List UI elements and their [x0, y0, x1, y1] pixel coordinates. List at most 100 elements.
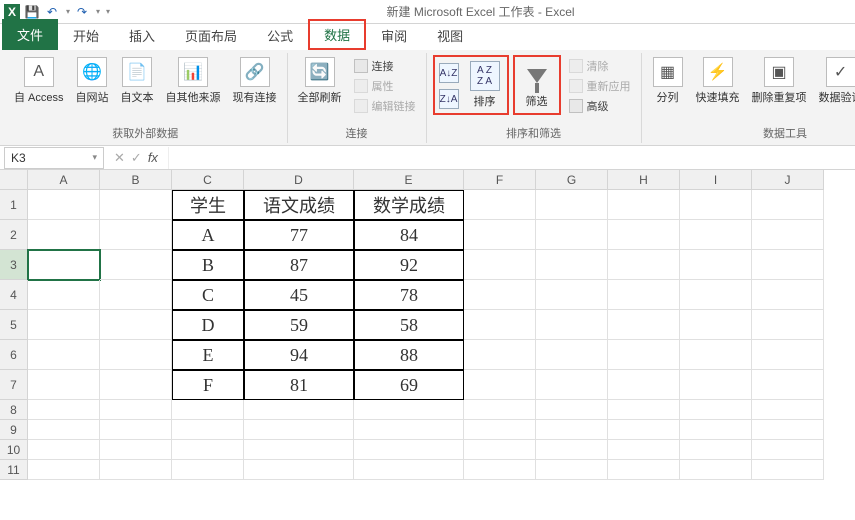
row-header-4[interactable]: 4: [0, 280, 28, 310]
cell-G7[interactable]: [536, 370, 608, 400]
cell-F5[interactable]: [464, 310, 536, 340]
cell-H3[interactable]: [608, 250, 680, 280]
cell-J11[interactable]: [752, 460, 824, 480]
cell-I4[interactable]: [680, 280, 752, 310]
cell-C11[interactable]: [172, 460, 244, 480]
text-to-columns-button[interactable]: ▦ 分列: [648, 55, 688, 107]
cell-E6[interactable]: 88: [354, 340, 464, 370]
row-header-11[interactable]: 11: [0, 460, 28, 480]
column-header-G[interactable]: G: [536, 170, 608, 190]
cell-B11[interactable]: [100, 460, 172, 480]
cell-B4[interactable]: [100, 280, 172, 310]
column-header-D[interactable]: D: [244, 170, 354, 190]
flash-fill-button[interactable]: ⚡ 快速填充: [692, 55, 744, 107]
cell-I10[interactable]: [680, 440, 752, 460]
cell-H7[interactable]: [608, 370, 680, 400]
cell-A7[interactable]: [28, 370, 100, 400]
tab-insert[interactable]: 插入: [114, 21, 170, 50]
cell-J9[interactable]: [752, 420, 824, 440]
cancel-formula-button[interactable]: ✕: [114, 150, 125, 166]
cell-I9[interactable]: [680, 420, 752, 440]
column-header-F[interactable]: F: [464, 170, 536, 190]
cell-J7[interactable]: [752, 370, 824, 400]
from-access-button[interactable]: A 自 Access: [10, 55, 68, 107]
cell-J4[interactable]: [752, 280, 824, 310]
cell-J1[interactable]: [752, 190, 824, 220]
cell-I6[interactable]: [680, 340, 752, 370]
row-header-5[interactable]: 5: [0, 310, 28, 340]
sort-button[interactable]: A ZZ A 排序: [465, 59, 505, 111]
column-header-E[interactable]: E: [354, 170, 464, 190]
cell-G2[interactable]: [536, 220, 608, 250]
cell-G10[interactable]: [536, 440, 608, 460]
tab-file[interactable]: 文件: [2, 19, 58, 50]
cell-D5[interactable]: 59: [244, 310, 354, 340]
cell-E1[interactable]: 数学成绩: [354, 190, 464, 220]
cell-C2[interactable]: A: [172, 220, 244, 250]
cell-B7[interactable]: [100, 370, 172, 400]
sort-az-button[interactable]: A↓Z: [439, 63, 459, 83]
cell-D8[interactable]: [244, 400, 354, 420]
cell-A11[interactable]: [28, 460, 100, 480]
cell-J3[interactable]: [752, 250, 824, 280]
tab-view[interactable]: 视图: [422, 21, 478, 50]
cell-H2[interactable]: [608, 220, 680, 250]
name-box-dropdown-icon[interactable]: ▾: [92, 152, 97, 163]
undo-button[interactable]: ↶: [44, 4, 60, 20]
cell-F7[interactable]: [464, 370, 536, 400]
existing-conn-button[interactable]: 🔗 现有连接: [229, 55, 281, 107]
cell-D3[interactable]: 87: [244, 250, 354, 280]
cell-J10[interactable]: [752, 440, 824, 460]
cell-A6[interactable]: [28, 340, 100, 370]
cell-C3[interactable]: B: [172, 250, 244, 280]
redo-dropdown[interactable]: ▾: [96, 7, 100, 16]
cell-H9[interactable]: [608, 420, 680, 440]
cell-I1[interactable]: [680, 190, 752, 220]
cell-D11[interactable]: [244, 460, 354, 480]
connections-button[interactable]: 连接: [350, 57, 420, 75]
cell-E8[interactable]: [354, 400, 464, 420]
cell-C9[interactable]: [172, 420, 244, 440]
tab-home[interactable]: 开始: [58, 21, 114, 50]
cell-H4[interactable]: [608, 280, 680, 310]
cell-J6[interactable]: [752, 340, 824, 370]
spreadsheet-grid[interactable]: ABCDEFGHIJ 1学生语文成绩数学成绩2A77843B87924C4578…: [0, 170, 855, 480]
advanced-button[interactable]: 高级: [565, 97, 635, 115]
row-header-1[interactable]: 1: [0, 190, 28, 220]
tab-review[interactable]: 审阅: [366, 21, 422, 50]
column-header-C[interactable]: C: [172, 170, 244, 190]
from-text-button[interactable]: 📄 自文本: [117, 55, 158, 107]
cell-F8[interactable]: [464, 400, 536, 420]
cell-D4[interactable]: 45: [244, 280, 354, 310]
accept-formula-button[interactable]: ✓: [131, 150, 142, 166]
column-header-I[interactable]: I: [680, 170, 752, 190]
cell-F10[interactable]: [464, 440, 536, 460]
cell-H1[interactable]: [608, 190, 680, 220]
filter-button[interactable]: 筛选: [517, 59, 557, 111]
sort-za-button[interactable]: Z↓A: [439, 89, 459, 109]
cell-G5[interactable]: [536, 310, 608, 340]
cell-E2[interactable]: 84: [354, 220, 464, 250]
column-header-J[interactable]: J: [752, 170, 824, 190]
cell-B6[interactable]: [100, 340, 172, 370]
cell-C6[interactable]: E: [172, 340, 244, 370]
cell-F3[interactable]: [464, 250, 536, 280]
column-header-H[interactable]: H: [608, 170, 680, 190]
select-all-corner[interactable]: [0, 170, 28, 190]
row-header-8[interactable]: 8: [0, 400, 28, 420]
remove-dups-button[interactable]: ▣ 删除重复项: [748, 55, 811, 107]
fx-button[interactable]: fx: [148, 150, 158, 166]
refresh-all-button[interactable]: 🔄 全部刷新: [294, 55, 346, 107]
row-header-2[interactable]: 2: [0, 220, 28, 250]
cell-C4[interactable]: C: [172, 280, 244, 310]
cell-I11[interactable]: [680, 460, 752, 480]
cell-G3[interactable]: [536, 250, 608, 280]
cell-I2[interactable]: [680, 220, 752, 250]
cell-F11[interactable]: [464, 460, 536, 480]
cell-F2[interactable]: [464, 220, 536, 250]
data-validation-button[interactable]: ✓ 数据验证: [815, 55, 855, 107]
formula-input[interactable]: [168, 147, 855, 169]
cell-B9[interactable]: [100, 420, 172, 440]
cell-A3[interactable]: [28, 250, 100, 280]
cell-G4[interactable]: [536, 280, 608, 310]
